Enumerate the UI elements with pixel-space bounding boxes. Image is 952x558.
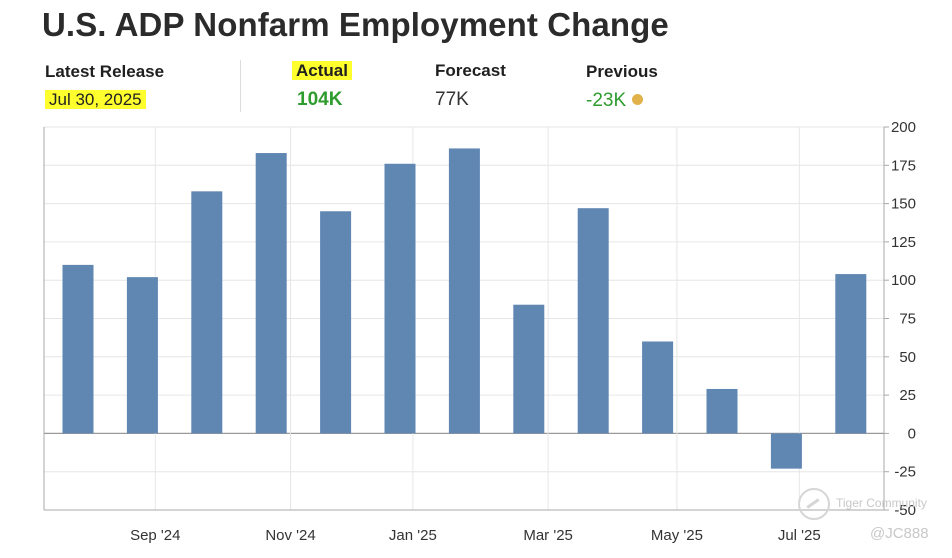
bar [448,148,480,434]
actual-value: 104K [297,89,343,110]
y-tick-label: 0 [908,425,916,442]
header-divider [240,60,241,112]
watermark-user: @JC888 [870,525,929,542]
bar [770,433,802,469]
bar [320,211,352,434]
bar [255,153,287,434]
latest-release-value: Jul 30, 2025 [45,90,146,109]
y-tick-label: 200 [891,119,916,136]
previous-value: -23K [586,90,627,111]
y-tick-label: 175 [891,157,916,174]
revision-dot-icon [632,94,644,105]
forecast-label: Forecast [435,61,506,80]
latest-release-block: Latest Release Jul 30, 2025 [45,62,164,110]
y-tick-label: 25 [899,387,916,404]
bar [513,304,545,434]
y-tick-label: -50 [894,502,916,519]
bar [126,277,158,434]
x-tick-label: Mar '25 [523,527,573,544]
x-tick-label: Nov '24 [265,527,315,544]
forecast-value: 77K [435,89,469,110]
previous-label: Previous [586,62,658,81]
watermark-name: Tiger Community [836,496,927,510]
bar [62,264,94,434]
forecast-block: Forecast 77K [435,61,506,111]
actual-label: Actual [292,61,352,80]
bar [835,274,867,434]
y-tick-label: 50 [899,349,916,366]
watermark: Tiger Community @JC888 [796,486,946,548]
tiger-logo-icon [798,488,830,520]
bar [642,341,674,434]
bar [577,208,609,434]
bar [706,388,738,434]
x-tick-label: Jan '25 [389,527,437,544]
latest-release-label: Latest Release [45,62,165,81]
y-tick-label: 150 [891,196,916,213]
y-tick-label: 125 [891,234,916,251]
bar [384,163,416,434]
x-tick-label: May '25 [651,527,703,544]
bar [191,191,223,434]
x-tick-label: Jul '25 [778,527,821,544]
page-title: U.S. ADP Nonfarm Employment Change [42,6,669,43]
actual-block: Actual 104K [292,61,352,111]
y-tick-label: 100 [891,272,916,289]
y-tick-label: -25 [894,464,916,481]
y-tick-label: 75 [899,311,916,328]
previous-block: Previous -23K [586,62,658,112]
x-tick-label: Sep '24 [130,527,180,544]
